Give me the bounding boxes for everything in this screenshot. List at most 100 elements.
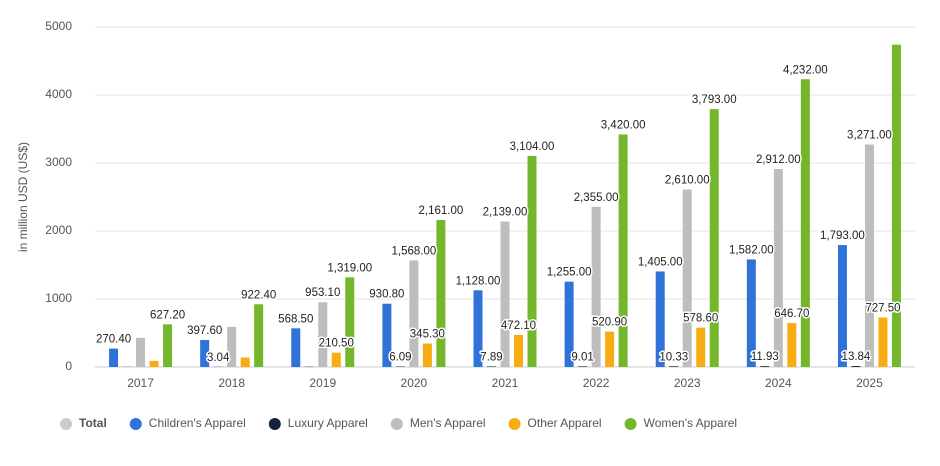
data-label: 397.60 bbox=[187, 325, 222, 337]
x-tick-label: 2019 bbox=[309, 376, 336, 390]
data-label: 578.60 bbox=[683, 313, 718, 325]
data-label: 3,104.00 bbox=[510, 141, 555, 153]
x-tick-label: 2025 bbox=[856, 376, 883, 390]
bar bbox=[618, 134, 628, 367]
bar bbox=[422, 343, 432, 367]
data-label: 2,161.00 bbox=[419, 205, 464, 217]
data-label: 10.33 bbox=[659, 351, 688, 363]
bar bbox=[136, 337, 146, 367]
data-label: 2,610.00 bbox=[665, 175, 710, 187]
bar bbox=[318, 302, 328, 367]
legend-marker[interactable] bbox=[624, 418, 637, 430]
data-label: 472.10 bbox=[501, 320, 536, 332]
bar bbox=[514, 334, 523, 367]
bar bbox=[227, 326, 237, 367]
x-tick-label: 2017 bbox=[127, 376, 154, 390]
bar bbox=[487, 366, 496, 367]
data-label: 1,255.00 bbox=[547, 267, 592, 279]
legend-label[interactable]: Women's Apparel bbox=[644, 416, 737, 430]
bar bbox=[109, 348, 119, 367]
data-label: 270.40 bbox=[96, 334, 131, 346]
data-label: 3.04 bbox=[207, 352, 230, 364]
data-label: 727.50 bbox=[865, 303, 900, 315]
data-label: 646.70 bbox=[774, 308, 809, 320]
data-label: 568.50 bbox=[278, 313, 313, 325]
y-axis-label: in million USD (US$) bbox=[16, 142, 30, 252]
data-label: 520.90 bbox=[592, 317, 627, 329]
x-tick-label: 2021 bbox=[492, 376, 519, 390]
bar bbox=[564, 281, 574, 367]
bar bbox=[436, 220, 446, 367]
data-label: 345.30 bbox=[410, 329, 445, 341]
bar bbox=[891, 44, 901, 368]
bar bbox=[605, 331, 615, 367]
bar bbox=[760, 366, 770, 367]
bar bbox=[149, 360, 159, 367]
x-tick-label: 2018 bbox=[218, 376, 245, 390]
bar bbox=[746, 259, 756, 367]
bar bbox=[800, 79, 810, 367]
data-label: 1,319.00 bbox=[327, 262, 372, 274]
bar bbox=[331, 352, 341, 367]
bar bbox=[291, 328, 301, 367]
legend-label[interactable]: Total bbox=[79, 416, 107, 430]
legend-marker[interactable] bbox=[60, 418, 72, 430]
legend-marker[interactable] bbox=[508, 418, 521, 430]
data-label: 3,793.00 bbox=[692, 94, 737, 106]
y-tick-label: 1000 bbox=[45, 291, 72, 305]
data-label: 930.80 bbox=[369, 289, 404, 301]
bar bbox=[878, 317, 888, 367]
data-label: 2,139.00 bbox=[483, 207, 528, 219]
bar bbox=[655, 271, 665, 367]
x-tick-label: 2024 bbox=[765, 376, 792, 390]
bar bbox=[696, 327, 706, 367]
x-tick-label: 2022 bbox=[583, 376, 610, 390]
legend-label[interactable]: Children's Apparel bbox=[149, 416, 246, 430]
data-label: 4,232.00 bbox=[783, 64, 828, 76]
bar bbox=[345, 277, 355, 367]
legend-marker[interactable] bbox=[268, 418, 281, 430]
legend-marker[interactable] bbox=[390, 418, 403, 430]
legend-label[interactable]: Other Apparel bbox=[528, 416, 602, 430]
bar bbox=[851, 366, 861, 367]
data-label: 2,355.00 bbox=[574, 192, 619, 204]
bar bbox=[837, 245, 847, 367]
bar bbox=[473, 290, 483, 367]
data-label: 627.20 bbox=[150, 309, 185, 321]
bar bbox=[682, 189, 692, 367]
data-label: 1,128.00 bbox=[456, 275, 501, 287]
data-label: 1,405.00 bbox=[638, 256, 683, 268]
data-label: 922.40 bbox=[241, 289, 276, 301]
data-label: 1,793.00 bbox=[820, 230, 865, 242]
bar bbox=[709, 109, 719, 368]
data-label: 11.93 bbox=[751, 351, 779, 363]
bar bbox=[382, 303, 392, 367]
bar bbox=[787, 323, 797, 367]
bar bbox=[240, 357, 250, 367]
y-tick-label: 4000 bbox=[45, 87, 72, 101]
data-label: 210.50 bbox=[319, 338, 354, 350]
legend-marker[interactable] bbox=[129, 418, 142, 430]
x-tick-label: 2020 bbox=[401, 376, 428, 390]
y-tick-label: 0 bbox=[65, 359, 72, 373]
bar bbox=[669, 366, 679, 367]
data-label: 13.84 bbox=[842, 351, 871, 363]
y-tick-label: 5000 bbox=[45, 19, 72, 33]
data-label: 1,582.00 bbox=[729, 244, 774, 256]
data-label: 9.01 bbox=[571, 351, 593, 363]
data-label: 7.89 bbox=[480, 351, 502, 363]
bar bbox=[591, 206, 601, 367]
legend-label[interactable]: Men's Apparel bbox=[410, 416, 486, 430]
bar bbox=[578, 366, 588, 367]
y-tick-label: 3000 bbox=[45, 155, 72, 169]
legend-label[interactable]: Luxury Apparel bbox=[288, 416, 368, 430]
data-label: 3,271.00 bbox=[847, 130, 892, 142]
bar bbox=[163, 324, 173, 367]
bar bbox=[527, 155, 537, 367]
bar bbox=[409, 260, 419, 367]
y-tick-label: 2000 bbox=[45, 223, 72, 237]
data-label: 953.10 bbox=[305, 287, 340, 299]
bar bbox=[200, 339, 210, 367]
data-label: 3,420.00 bbox=[601, 119, 646, 131]
